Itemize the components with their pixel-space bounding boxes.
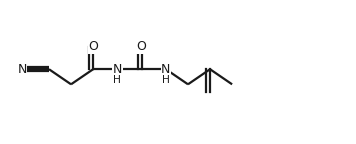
Text: O: O [88,40,98,53]
Text: N: N [113,63,122,76]
Text: N: N [17,63,27,76]
Text: N: N [161,63,171,76]
Text: H: H [114,75,121,85]
Text: H: H [162,75,170,85]
Text: O: O [137,40,147,53]
